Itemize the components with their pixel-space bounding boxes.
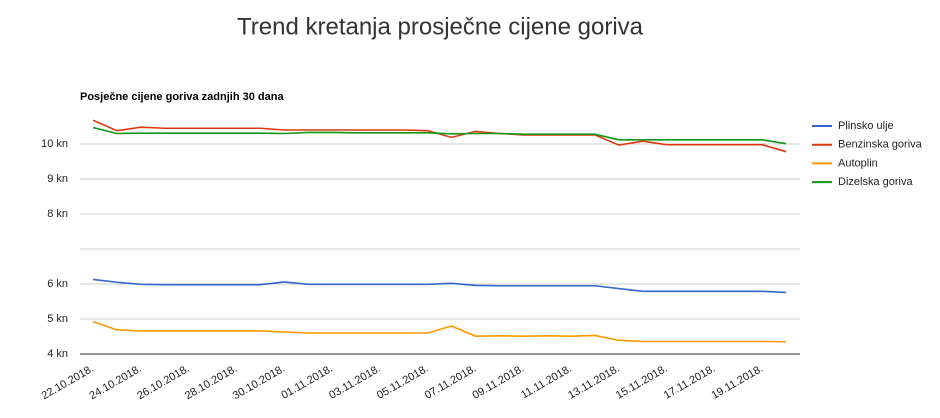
legend-label: Autoplin (838, 157, 878, 169)
x-tick-label: 26.10.2018. (135, 363, 191, 402)
y-tick-label: 4 kn (47, 348, 68, 360)
y-tick-label: 10 kn (41, 138, 68, 150)
x-tick-label: 24.10.2018. (87, 363, 143, 402)
x-tick-label: 01.11.2018. (279, 363, 335, 402)
x-tick-label: 28.10.2018. (183, 363, 239, 402)
x-tick-label: 05.11.2018. (375, 363, 431, 402)
x-tick-label: 15.11.2018. (614, 363, 670, 402)
x-tick-label: 07.11.2018. (423, 363, 479, 402)
x-tick-label: 30.10.2018. (231, 363, 287, 402)
y-tick-label: 9 kn (47, 173, 68, 185)
y-tick-label: 5 kn (47, 313, 68, 325)
line-series (92, 321, 787, 343)
x-tick-label: 17.11.2018. (662, 363, 718, 402)
x-tick-label: 11.11.2018. (519, 363, 574, 402)
chart-title: Trend kretanja prosječne cijene goriva (237, 13, 644, 40)
x-tick-label: 09.11.2018. (471, 363, 527, 402)
chart-subtitle: Posječne cijene goriva zadnjih 30 dana (80, 91, 284, 103)
x-tick-label: 22.10.2018. (40, 363, 96, 402)
x-tick-label: 13.11.2018. (566, 363, 622, 402)
legend-label: Plinsko ulje (838, 120, 894, 132)
line-series (92, 126, 787, 145)
legend-label: Benzinska goriva (838, 139, 923, 151)
y-tick-label: 8 kn (47, 208, 68, 220)
line-series (92, 119, 787, 153)
legend-label: Dizelska goriva (838, 176, 913, 188)
x-tick-label: 03.11.2018. (327, 363, 383, 402)
y-tick-label: 6 kn (47, 278, 68, 290)
line-series (92, 278, 787, 294)
x-tick-label: 19.11.2018. (710, 363, 766, 402)
